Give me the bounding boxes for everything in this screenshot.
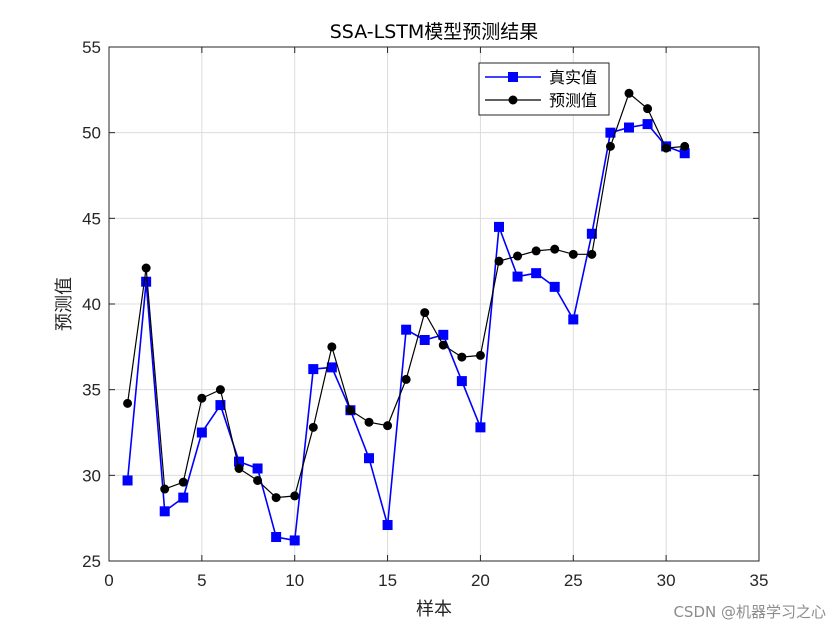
series-2-point (513, 251, 523, 261)
x-tick-label: 5 (197, 571, 206, 590)
series-1-point (549, 281, 560, 292)
series-2-point (494, 256, 504, 266)
x-tick-label: 15 (378, 571, 397, 590)
series-1-point (456, 376, 467, 387)
series-2-point (215, 385, 225, 395)
y-axis-label: 预测值 (54, 277, 75, 331)
series-1-point (289, 535, 300, 546)
series-2-point (253, 475, 263, 485)
series-1-point (215, 400, 226, 411)
y-tick-label: 40 (82, 295, 101, 314)
series-1-point (326, 362, 337, 373)
series-2-point (550, 244, 560, 254)
series-1-point (568, 314, 579, 325)
series-2-point (308, 422, 318, 432)
series-2-point (643, 104, 653, 114)
series-1-point (494, 221, 504, 232)
x-tick-label: 10 (285, 571, 304, 590)
legend-label: 真实值 (549, 68, 597, 87)
legend-swatch-marker (508, 72, 518, 82)
series-1-point (122, 475, 133, 486)
series-2-point (327, 342, 337, 352)
series-2-point (271, 493, 281, 503)
series-1-point (586, 228, 597, 239)
series-1-point (252, 463, 263, 474)
series-1-point (642, 119, 653, 130)
series-layer (122, 88, 690, 546)
legend-box (478, 62, 610, 116)
series-2-point (438, 340, 448, 350)
y-tick-label: 45 (82, 209, 101, 228)
series-1-point (196, 427, 207, 438)
series-2-point (197, 393, 207, 403)
x-tick-label: 30 (657, 571, 676, 590)
x-tick-label: 25 (564, 571, 583, 590)
y-tick-label: 25 (82, 552, 101, 571)
series-2-point (383, 421, 393, 431)
series-2-point (345, 405, 355, 415)
series-1-point (364, 453, 374, 464)
series-2-point (160, 484, 170, 494)
series-1-point (419, 334, 430, 345)
series-2-point (661, 143, 671, 153)
series-2-point (587, 249, 597, 259)
series-1-point (308, 364, 319, 375)
series-1-point (475, 422, 486, 433)
series-2-line (126, 92, 685, 499)
series-1-point (624, 122, 634, 133)
series-1-point (531, 268, 542, 279)
series-2-point (420, 308, 430, 318)
x-tick-label: 20 (471, 571, 490, 590)
series-2-point (680, 141, 690, 151)
series-2-point (475, 350, 485, 360)
x-axis-label: 样本 (416, 599, 452, 620)
series-2-point (624, 88, 634, 98)
series-1-point (438, 329, 449, 340)
series-2-point (123, 398, 133, 408)
tick-layer: 0 5 10 15 20 25 30 35 25 30 35 40 45 50 55 (82, 38, 768, 590)
series-2-point (457, 352, 467, 362)
series-2-point (605, 141, 615, 151)
chart-title: SSA-LSTM模型预测结果 (330, 21, 539, 43)
x-tick-label: 35 (750, 571, 769, 590)
y-tick-label: 55 (82, 38, 101, 57)
series-2-point (178, 477, 188, 487)
series-2-point (568, 249, 578, 259)
series-1-point (401, 324, 412, 335)
y-tick-label: 50 (82, 124, 101, 143)
series-2 (123, 88, 690, 503)
y-tick-label: 35 (82, 381, 101, 400)
grid-layer (108, 46, 760, 562)
watermark: CSDN @机器学习之心 (673, 603, 826, 621)
series-1-point (141, 276, 152, 287)
series-2-point (141, 263, 151, 273)
legend-label: 预测值 (549, 91, 597, 110)
series-1-point (178, 492, 189, 503)
series-1-point (382, 520, 393, 531)
series-1-point (159, 506, 170, 517)
series-1-point (512, 271, 523, 282)
series-2-point (401, 374, 411, 384)
series-2-point (364, 417, 374, 427)
series-2-point (531, 246, 541, 256)
legend-swatch-marker (508, 95, 518, 105)
series-2-point (234, 463, 244, 473)
x-tick-label: 0 (104, 571, 113, 590)
series-1-point (271, 532, 282, 543)
y-tick-label: 30 (82, 466, 101, 485)
series-2-point (290, 491, 300, 501)
